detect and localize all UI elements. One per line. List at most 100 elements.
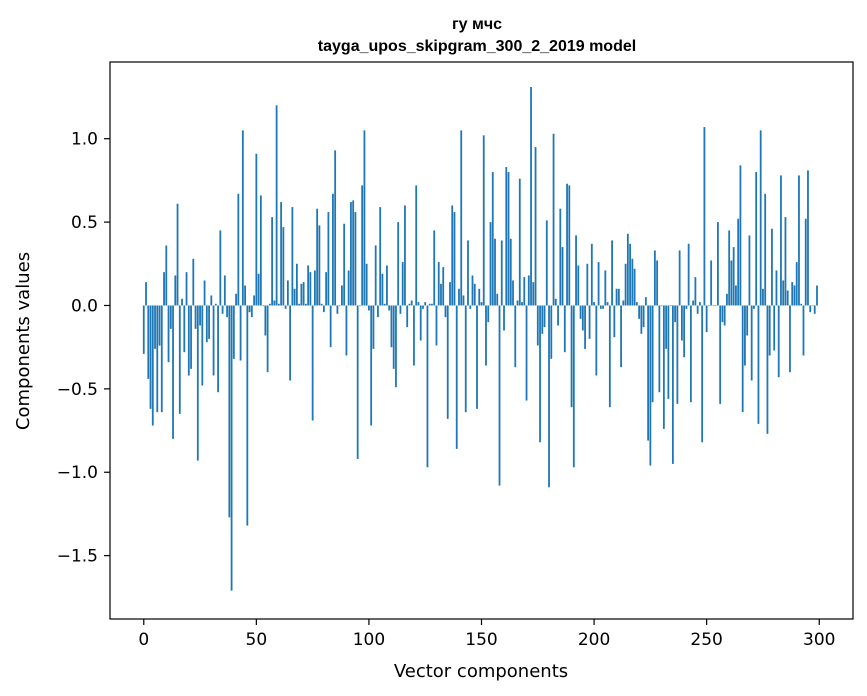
- bar-component-103: [374, 245, 377, 306]
- bar-component-64: [286, 280, 289, 306]
- bar-component-2: [147, 305, 150, 379]
- bar-component-122: [417, 302, 420, 306]
- bar-component-124: [422, 305, 424, 309]
- bar-component-294: [804, 218, 807, 306]
- bar-component-113: [397, 222, 400, 306]
- bar-component-192: [575, 235, 577, 306]
- bar-component-16: [178, 305, 181, 414]
- bar-component-19: [185, 272, 188, 306]
- bar-component-264: [737, 218, 740, 306]
- bar-component-49: [253, 295, 255, 306]
- bar-component-121: [415, 185, 418, 306]
- bar-component-9: [163, 272, 165, 306]
- bar-component-123: [419, 305, 422, 341]
- x-tick-label: 100: [353, 630, 385, 650]
- bar-component-179: [545, 220, 548, 306]
- bar-component-258: [723, 305, 726, 326]
- y-axis-ticks: −1.5 −1.0 −0.5 0.0 0.5 1.0: [57, 130, 110, 567]
- bar-component-156: [494, 238, 496, 306]
- bar-component-78: [318, 225, 321, 306]
- chart-subtitle: tayga_upos_skipgram_300_2_2019 model: [318, 38, 636, 55]
- bar-component-104: [377, 305, 379, 318]
- bar-component-68: [295, 263, 298, 306]
- bar-component-114: [399, 305, 402, 314]
- bar-component-54: [264, 305, 267, 336]
- bar-component-285: [784, 217, 787, 306]
- bar-component-89: [343, 223, 346, 306]
- bar-component-162: [507, 172, 510, 306]
- bar-component-218: [633, 268, 636, 306]
- bar-component-283: [780, 175, 782, 306]
- bar-component-128: [431, 303, 433, 306]
- bar-component-141: [460, 130, 463, 306]
- bar-component-213: [622, 300, 625, 306]
- bar-component-165: [514, 305, 517, 368]
- bar-component-8: [160, 305, 163, 413]
- y-tick-label: −1.0: [57, 463, 98, 483]
- bar-component-185: [559, 208, 562, 306]
- bar-component-216: [629, 243, 631, 306]
- y-axis-label: Components values: [13, 252, 34, 430]
- bar-component-6: [156, 305, 159, 413]
- bar-component-262: [732, 247, 735, 306]
- bar-component-74: [309, 272, 312, 306]
- bar-component-85: [334, 150, 337, 306]
- bar-component-256: [719, 305, 722, 404]
- bar-component-204: [602, 305, 604, 309]
- chart-title: гу мчс: [452, 16, 502, 33]
- bar-component-33: [217, 305, 219, 393]
- bar-component-197: [586, 263, 589, 306]
- bar-component-53: [262, 305, 264, 307]
- bar-component-22: [192, 258, 195, 306]
- bar-component-297: [811, 305, 814, 307]
- y-tick-label: −0.5: [57, 380, 98, 400]
- bar-component-87: [338, 305, 341, 307]
- bar-component-69: [298, 303, 301, 306]
- bar-component-101: [370, 305, 373, 426]
- bar-component-291: [798, 175, 800, 306]
- bar-component-30: [210, 295, 213, 306]
- bar-component-299: [816, 285, 818, 306]
- bar-component-13: [172, 305, 174, 439]
- bar-component-15: [176, 203, 179, 306]
- bar-component-243: [689, 305, 692, 403]
- bar-component-166: [516, 300, 519, 306]
- bar-component-71: [302, 282, 305, 306]
- bar-component-44: [241, 130, 244, 306]
- bar-component-126: [426, 305, 429, 468]
- plot-frame: [109, 61, 854, 620]
- bar-component-36: [223, 275, 226, 306]
- bar-component-152: [485, 305, 487, 366]
- bar-component-287: [789, 305, 791, 373]
- bar-component-234: [669, 305, 672, 307]
- bar-component-295: [807, 170, 809, 306]
- bar-component-137: [451, 205, 454, 306]
- y-tick-label: −1.5: [57, 547, 98, 567]
- bar-component-108: [386, 265, 388, 306]
- bar-component-32: [214, 303, 217, 306]
- bar-component-290: [795, 262, 798, 306]
- bar-component-80: [322, 305, 325, 313]
- bar-component-43: [239, 305, 242, 361]
- bar-component-180: [548, 305, 550, 488]
- bar-component-17: [181, 298, 183, 306]
- bar-component-187: [563, 305, 566, 353]
- bar-component-119: [410, 300, 413, 306]
- bar-component-127: [428, 303, 431, 306]
- bar-component-173: [532, 282, 535, 306]
- bar-component-48: [250, 305, 253, 318]
- bar-component-259: [726, 293, 728, 306]
- bar-component-254: [714, 305, 717, 307]
- bar-component-177: [541, 305, 544, 334]
- bar-component-237: [676, 305, 679, 404]
- bar-component-217: [631, 258, 634, 306]
- x-axis-label: Vector components: [394, 661, 568, 682]
- bar-component-182: [552, 133, 555, 306]
- bar-component-3: [149, 305, 152, 409]
- bar-component-76: [313, 270, 316, 306]
- bar-component-120: [413, 305, 415, 366]
- bar-component-34: [219, 230, 222, 306]
- bar-component-116: [404, 205, 406, 306]
- bar-component-132: [440, 283, 442, 306]
- bar-component-219: [635, 302, 638, 306]
